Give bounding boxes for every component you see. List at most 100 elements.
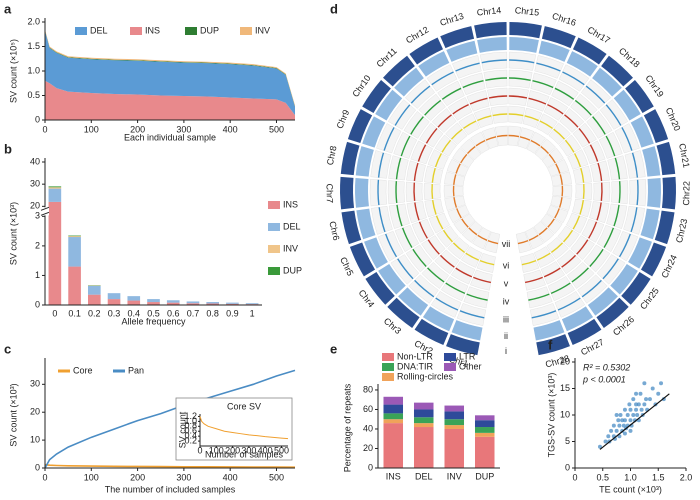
chromosome-band <box>592 67 622 97</box>
chromosome-label: Chr15 <box>514 5 539 18</box>
track-line <box>596 202 602 221</box>
legend-swatch <box>444 353 456 361</box>
track-line <box>378 207 386 233</box>
track-label: vii <box>502 239 511 249</box>
track-line <box>496 134 508 138</box>
track-line <box>412 248 427 267</box>
chromosome-band <box>601 55 633 87</box>
x-tick-label: 1.0 <box>624 472 637 482</box>
legend-swatch <box>382 353 394 361</box>
chromosome-label: Chr21 <box>677 143 692 169</box>
track-label: i <box>505 346 507 356</box>
y-tick-label: 1.0 <box>27 65 40 75</box>
track-line <box>585 85 606 104</box>
track-line <box>479 259 495 266</box>
bar <box>107 293 121 300</box>
point <box>606 434 611 439</box>
track-line <box>461 218 469 228</box>
chromosome-band <box>509 22 542 39</box>
point <box>644 397 649 402</box>
track-line <box>572 215 581 230</box>
y-tick-label: 1.5 <box>27 41 40 51</box>
chromosome-band <box>446 334 480 356</box>
panel-letter: f <box>548 337 553 352</box>
bar <box>48 188 62 202</box>
y-tick-label: 10 <box>30 434 40 444</box>
bar <box>206 303 219 305</box>
track-line <box>400 135 411 157</box>
inset-frame <box>175 397 293 461</box>
track-line <box>536 62 561 72</box>
x-axis-title: Allele frequency <box>121 316 186 326</box>
point <box>642 381 647 386</box>
legend-label: LTR <box>459 351 476 361</box>
track-line <box>460 153 468 164</box>
track-line <box>571 267 589 283</box>
point <box>625 413 630 417</box>
track-line <box>579 200 585 215</box>
bar <box>147 302 160 305</box>
point <box>634 391 639 396</box>
x-tick-label: 300 <box>176 472 191 482</box>
y-tick-label: 20 <box>363 443 373 453</box>
bar <box>474 420 495 428</box>
track-line <box>394 104 411 126</box>
bar <box>413 427 434 468</box>
y-axis-title: TGS-SV count (×10³) <box>546 373 556 458</box>
legend-label: DUP <box>200 25 219 35</box>
bar <box>444 405 465 412</box>
chromosome-band <box>625 79 654 114</box>
area <box>45 30 295 116</box>
x-tick-label: 0.2 <box>88 308 101 318</box>
point <box>650 386 655 391</box>
bar <box>413 423 434 428</box>
x-tick-label: INS <box>386 471 401 481</box>
chromosome-label: Chr5 <box>338 255 355 277</box>
inset-y-tick-label: 1.0 <box>184 416 197 426</box>
chromosome-label: Chr8 <box>325 145 339 166</box>
track-line <box>485 77 508 81</box>
y-tick-label: 2.0 <box>27 16 40 26</box>
bar <box>206 302 219 304</box>
track-line <box>431 183 434 199</box>
track-line <box>592 116 606 135</box>
y-axis-title: SV count (×10³) <box>8 202 18 265</box>
track-line <box>532 80 554 89</box>
chromosome-band <box>643 109 669 144</box>
track-line <box>582 183 585 199</box>
track-label: v <box>504 278 509 288</box>
track-line <box>562 71 585 86</box>
track-line <box>554 208 560 219</box>
track-line <box>459 310 485 319</box>
chromosome-label: Chr9 <box>334 108 351 130</box>
point <box>628 428 633 433</box>
point <box>618 413 623 417</box>
inset-y-tick-label: 0.6 <box>184 426 197 436</box>
x-tick-label: 0.8 <box>206 308 219 318</box>
track-line <box>588 221 598 239</box>
point <box>635 413 640 417</box>
point <box>617 423 622 428</box>
inset-x-tick-label: 100 <box>209 445 224 455</box>
track-line <box>418 221 428 239</box>
track-line <box>397 258 414 280</box>
chromosome-label: Chr20 <box>664 106 683 132</box>
track-line <box>621 127 633 151</box>
track-line <box>554 87 575 100</box>
legend-label: DNA:TIR <box>397 361 434 371</box>
legend-swatch <box>240 27 252 35</box>
legend-swatch <box>444 363 456 371</box>
chromosome-band <box>398 287 429 316</box>
x-axis-title: Each individual sample <box>124 132 216 142</box>
bar <box>107 299 121 305</box>
x-axis-title: TE count (×10³) <box>599 484 662 494</box>
axis-break-gap <box>41 207 49 216</box>
point <box>636 402 641 407</box>
point <box>609 428 614 433</box>
track-line <box>630 207 638 233</box>
chromosome-band <box>628 237 652 269</box>
x-tick-label: DUP <box>475 471 494 481</box>
y-tick-label: 0 <box>565 462 570 472</box>
inset-y-title: SV count <box>177 411 187 448</box>
x-tick-label: 0.6 <box>167 308 180 318</box>
